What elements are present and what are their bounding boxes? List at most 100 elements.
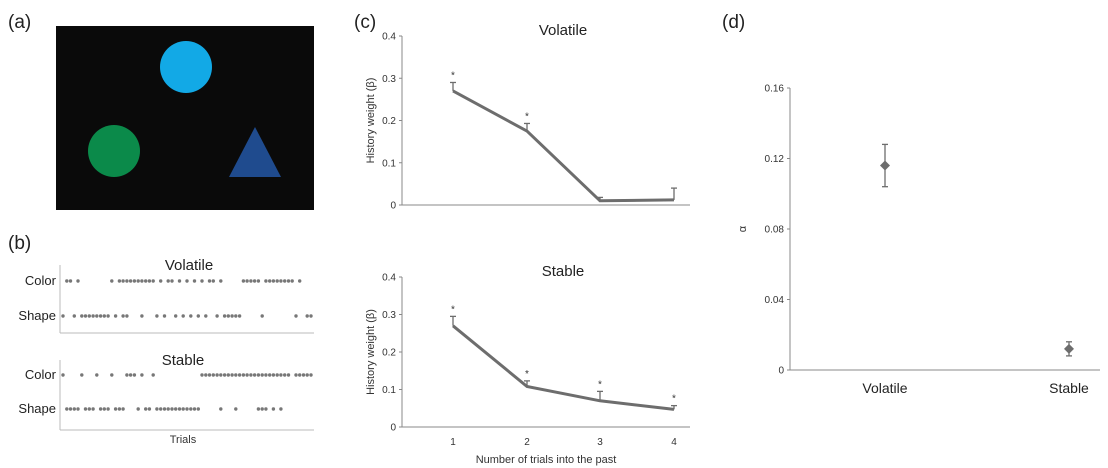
y-tick-label: 0: [390, 423, 396, 434]
y-axis-label: History weight (β): [365, 309, 377, 395]
trial-dot: [121, 279, 125, 283]
y-tick-label: 0.16: [765, 84, 785, 95]
trial-dot: [128, 373, 133, 377]
trial-dot: [241, 373, 246, 377]
trial-dot: [279, 407, 283, 411]
trial-dot: [136, 407, 140, 411]
trial-dot: [95, 314, 99, 318]
trial-dot: [125, 373, 129, 377]
trial-dot: [196, 314, 200, 318]
y-tick-label: 0.04: [765, 295, 785, 306]
trial-dot: [181, 314, 185, 318]
trial-dot: [256, 279, 261, 283]
blue-circle: [160, 41, 212, 93]
trial-dot: [268, 373, 272, 377]
trial-dot: [72, 314, 77, 318]
trial-dot: [170, 279, 174, 283]
trial-dot: [256, 407, 261, 411]
trial-dot: [279, 279, 283, 283]
x-tick-label: 2: [524, 437, 530, 448]
trial-dot: [155, 407, 159, 411]
trial-dot: [162, 407, 167, 411]
trial-dot: [264, 407, 268, 411]
trials-axis-label: Trials: [170, 434, 197, 446]
trial-dot: [309, 373, 313, 377]
y-tick-label: 0: [778, 366, 784, 377]
trial-dot: [140, 279, 144, 283]
trial-dot: [159, 279, 163, 283]
trial-dot: [177, 407, 182, 411]
charts: Volatile 0 0.1 0.2 0.3 0.4 History weight (β) *…: [365, 22, 1100, 466]
trial-dot: [207, 373, 212, 377]
trial-dot: [61, 314, 65, 318]
significance-marker: *: [451, 304, 455, 315]
trial-dot: [192, 279, 197, 283]
trial-dot: [61, 373, 65, 377]
trial-dot: [260, 314, 264, 318]
trial-dot: [271, 407, 276, 411]
stable-shape-row-label: Shape: [18, 401, 56, 416]
trial-dot: [189, 314, 193, 318]
trial-dot: [234, 407, 238, 411]
trial-dot: [249, 373, 253, 377]
trial-dot: [234, 373, 238, 377]
trial-dot: [125, 279, 129, 283]
trial-dot: [260, 373, 264, 377]
stimulus-panel: [56, 26, 314, 210]
stable-color-dots: [61, 373, 313, 377]
trial-dot: [283, 279, 287, 283]
trial-dot: [166, 279, 170, 283]
trial-dot: [185, 407, 189, 411]
trial-dot: [290, 279, 294, 283]
y-tick-label: 0.1: [382, 158, 396, 169]
trial-dot: [283, 373, 287, 377]
trial-dot: [68, 279, 73, 283]
trial-dot: [200, 373, 204, 377]
trial-dot: [185, 279, 189, 283]
category-label: Volatile: [862, 380, 907, 396]
trial-dot: [305, 373, 309, 377]
trial-dot: [305, 314, 309, 318]
panel-label-d: (d): [722, 12, 745, 33]
trial-dot: [121, 407, 125, 411]
y-tick-label: 0.4: [382, 32, 396, 43]
trial-dot: [110, 279, 114, 283]
trial-dot: [106, 314, 110, 318]
y-tick-label: 0.2: [382, 348, 396, 359]
y-tick-label: 0.1: [382, 385, 396, 396]
y-tick-label: 0.3: [382, 74, 396, 85]
volatile-sequence-title: Volatile: [165, 257, 213, 274]
trial-dot: [245, 373, 249, 377]
panel-label-a: (a): [8, 12, 31, 33]
trial-dot: [200, 279, 204, 283]
trial-dot: [83, 314, 88, 318]
trial-dot: [125, 314, 129, 318]
chart-title: Volatile: [539, 22, 587, 39]
trial-dot: [117, 279, 122, 283]
trial-dot: [207, 279, 212, 283]
panel-label-b: (b): [8, 233, 31, 254]
trial-dot: [226, 373, 230, 377]
series-line: [452, 89, 675, 203]
trial-dot: [252, 279, 257, 283]
trial-dot: [252, 373, 257, 377]
volatile-shape-dots: [61, 314, 313, 318]
stable-sequence-title: Stable: [162, 352, 205, 369]
trial-dot: [241, 279, 246, 283]
trial-dot: [237, 373, 242, 377]
trial-dot: [211, 279, 215, 283]
trial-dot: [219, 279, 223, 283]
trial-dot: [65, 407, 69, 411]
trial-dot: [230, 373, 234, 377]
y-tick-label: 0.08: [765, 225, 785, 236]
trial-dot: [301, 373, 306, 377]
trial-dot: [275, 373, 279, 377]
chart-title: Stable: [542, 263, 585, 280]
trial-dot: [298, 373, 302, 377]
trial-dot: [113, 314, 118, 318]
trial-dot: [144, 279, 148, 283]
alpha-chart: 0 0.04 0.08 0.12 0.16 α Volatile Stable: [737, 84, 1100, 396]
blue-triangle: [229, 127, 281, 177]
history-weight-chart-stable: Stable 0 0.1 0.2 0.3 0.4 1 2 3 4 History weight (β…: [365, 263, 690, 466]
trial-dot: [174, 407, 178, 411]
